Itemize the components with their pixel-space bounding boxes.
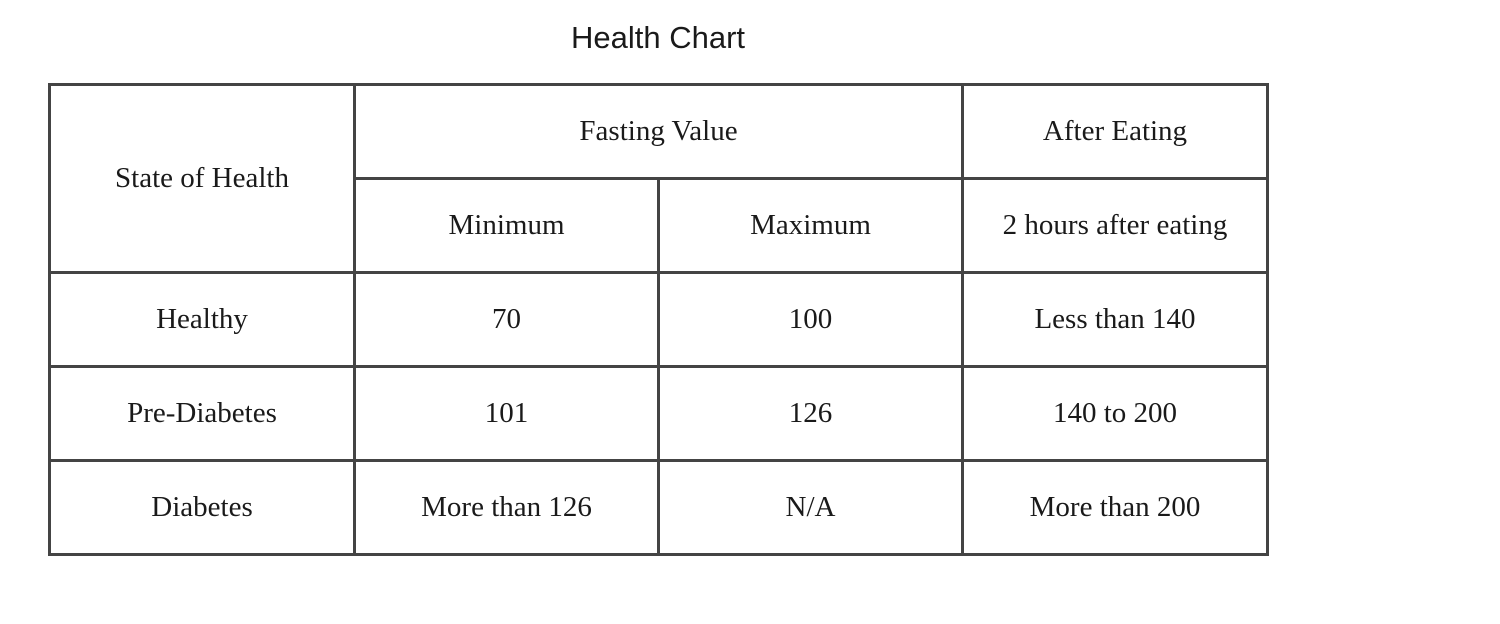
cell-after: More than 200 <box>961 459 1269 556</box>
cell-state: Healthy <box>48 271 356 368</box>
header-after-eating: After Eating <box>961 83 1269 180</box>
cell-after: Less than 140 <box>961 271 1269 368</box>
table-row: Pre-Diabetes 101 126 140 to 200 <box>48 365 1269 462</box>
header-state-of-health: State of Health <box>48 83 356 274</box>
cell-minimum: 70 <box>353 271 660 368</box>
cell-maximum: N/A <box>657 459 964 556</box>
cell-state: Diabetes <box>48 459 356 556</box>
cell-after: 140 to 200 <box>961 365 1269 462</box>
table-row: Healthy 70 100 Less than 140 <box>48 271 1269 368</box>
header-row-1: State of Health Fasting Value After Eati… <box>48 83 1269 274</box>
header-minimum: Minimum <box>353 177 660 274</box>
health-table: State of Health Fasting Value After Eati… <box>48 83 1269 556</box>
cell-minimum: 101 <box>353 365 660 462</box>
cell-minimum: More than 126 <box>353 459 660 556</box>
header-maximum: Maximum <box>657 177 964 274</box>
header-two-hours: 2 hours after eating <box>961 177 1269 274</box>
cell-maximum: 100 <box>657 271 964 368</box>
header-row-2: Minimum Maximum 2 hours after eating <box>50 177 1269 274</box>
table-row: Diabetes More than 126 N/A More than 200 <box>48 459 1269 556</box>
header-fasting-value: Fasting Value <box>353 83 964 180</box>
cell-state: Pre-Diabetes <box>48 365 356 462</box>
cell-maximum: 126 <box>657 365 964 462</box>
page-title: Health Chart <box>570 20 746 55</box>
